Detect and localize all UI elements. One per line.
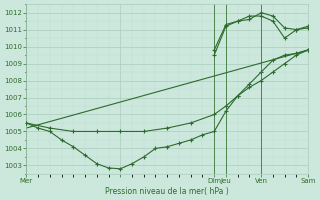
X-axis label: Pression niveau de la mer( hPa ): Pression niveau de la mer( hPa ) (105, 187, 229, 196)
